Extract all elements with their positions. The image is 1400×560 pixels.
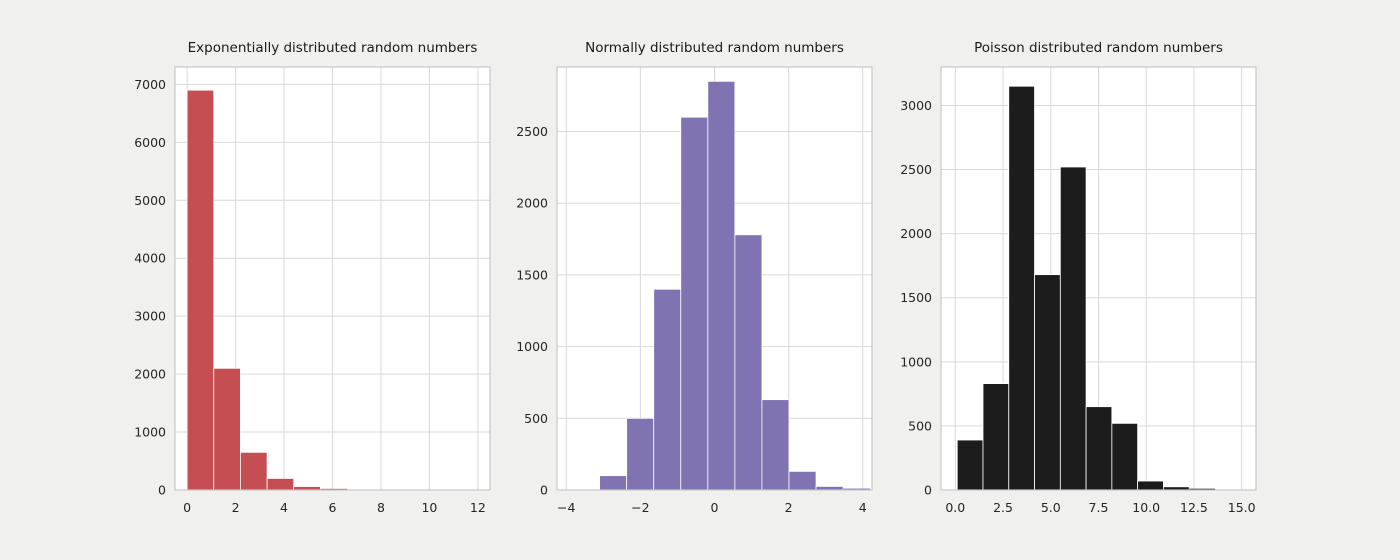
- exponential-histogram: Exponentially distributed random numbers…: [105, 38, 505, 533]
- svg-text:1000: 1000: [516, 339, 548, 354]
- svg-text:500: 500: [908, 418, 932, 433]
- svg-text:8: 8: [377, 500, 385, 515]
- svg-text:0: 0: [540, 483, 548, 498]
- svg-text:1500: 1500: [516, 267, 548, 282]
- svg-text:6000: 6000: [134, 135, 166, 150]
- svg-text:4: 4: [859, 500, 867, 515]
- svg-text:2: 2: [232, 500, 240, 515]
- svg-text:2.5: 2.5: [993, 500, 1013, 515]
- poisson-histogram: Poisson distributed random numbers 0.0 2.…: [871, 38, 1271, 533]
- chart-title-poisson: Poisson distributed random numbers: [974, 40, 1223, 56]
- exponential-histogram-plot: 0 2 4 6 8 10 12 0 1000 2000 3000 4000 5000 6000 7000: [134, 66, 491, 515]
- svg-text:4000: 4000: [134, 251, 166, 266]
- svg-text:4: 4: [280, 500, 288, 515]
- svg-text:12.5: 12.5: [1180, 500, 1208, 515]
- svg-text:15.0: 15.0: [1228, 500, 1256, 515]
- chart-title-normal: Normally distributed random numbers: [585, 40, 844, 56]
- svg-text:0: 0: [183, 500, 191, 515]
- normal-histogram-plot: −4 −2 0 2 4 0 500 1000 1500 2000 2500: [516, 66, 873, 515]
- svg-text:0: 0: [158, 483, 166, 498]
- svg-text:5.0: 5.0: [1041, 500, 1061, 515]
- svg-text:500: 500: [524, 411, 548, 426]
- svg-text:3000: 3000: [134, 309, 166, 324]
- svg-text:2500: 2500: [900, 162, 932, 177]
- svg-text:12: 12: [470, 500, 486, 515]
- svg-text:0.0: 0.0: [945, 500, 965, 515]
- svg-text:5000: 5000: [134, 193, 166, 208]
- svg-text:2000: 2000: [900, 226, 932, 241]
- svg-text:−4: −4: [557, 500, 575, 515]
- svg-text:7.5: 7.5: [1089, 500, 1109, 515]
- svg-text:2: 2: [785, 500, 793, 515]
- svg-text:2000: 2000: [516, 196, 548, 211]
- svg-text:6: 6: [329, 500, 337, 515]
- svg-text:2000: 2000: [134, 367, 166, 382]
- svg-text:7000: 7000: [134, 77, 166, 92]
- chart-title-exponential: Exponentially distributed random numbers: [187, 40, 478, 56]
- svg-text:2500: 2500: [516, 124, 548, 139]
- svg-text:−2: −2: [631, 500, 649, 515]
- svg-text:1500: 1500: [900, 290, 932, 305]
- svg-text:0: 0: [924, 483, 932, 498]
- normal-histogram: Normally distributed random numbers −4 −2…: [487, 38, 887, 533]
- svg-text:3000: 3000: [900, 98, 932, 113]
- svg-text:10: 10: [421, 500, 437, 515]
- svg-text:0: 0: [711, 500, 719, 515]
- svg-text:1000: 1000: [134, 425, 166, 440]
- svg-text:10.0: 10.0: [1132, 500, 1160, 515]
- poisson-histogram-plot: 0.0 2.5 5.0 7.5 10.0 12.5 15.0 0 500 1000 1500 2000…: [900, 66, 1257, 515]
- svg-text:1000: 1000: [900, 354, 932, 369]
